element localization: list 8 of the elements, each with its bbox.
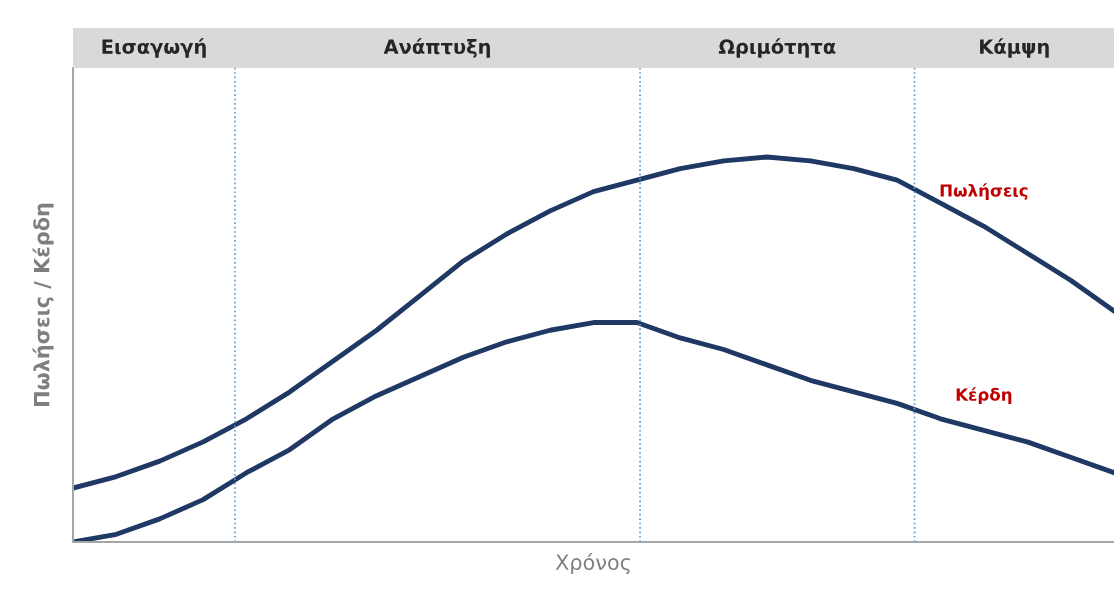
text: Ανάπτυξη [383, 38, 490, 58]
x-axis-title: Χρόνος [555, 553, 630, 575]
text: Κάμψη [980, 38, 1049, 58]
text: Εισαγωγή [102, 38, 206, 58]
series-label: Πωλήσεις [940, 183, 1028, 201]
series-label: Κέρδη [956, 387, 1012, 405]
y-axis-title: Πωλήσεις / Κέρδη [32, 203, 54, 406]
text: Ωριμότητα [718, 38, 836, 58]
